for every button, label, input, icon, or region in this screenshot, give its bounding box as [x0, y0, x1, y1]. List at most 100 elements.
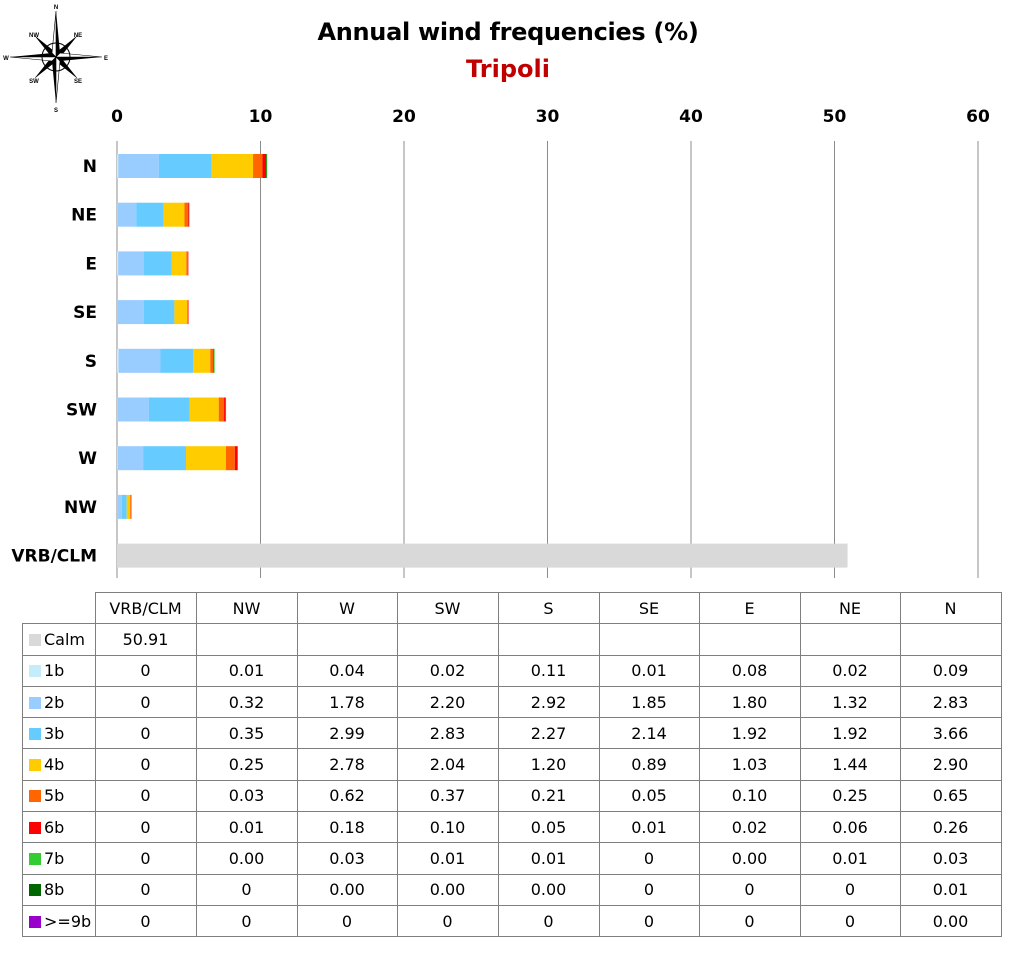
column-header: SE: [598, 591, 700, 625]
row-label: 4b: [22, 748, 96, 781]
legend-swatch-icon: [29, 633, 41, 646]
x-axis-ticks: 0 10 20 30 40 50 60: [111, 107, 990, 127]
table-cell: 0.21: [497, 779, 600, 813]
legend-label: 8b: [44, 880, 65, 900]
table-cell: 0.01: [799, 842, 901, 875]
compass-label-sw: SW: [29, 79, 39, 85]
table-cell: 0.00: [396, 873, 499, 906]
legend-label: 7b: [44, 849, 65, 869]
column-header: E: [698, 591, 801, 625]
category-label: W: [78, 449, 97, 469]
legend-swatch-icon: [29, 853, 41, 866]
row-label: 8b: [22, 873, 96, 906]
table-cell: 1.92: [799, 717, 901, 750]
bar-segment-nw-3b: [121, 494, 127, 519]
table-cell: 0.00: [698, 842, 801, 875]
legend-label: 2b: [44, 692, 65, 712]
table-cell: 0: [698, 873, 801, 906]
table-row: 1b 0 0.01 0.04 0.02 0.11 0.01 0.08 0.02 0.09: [22, 654, 1002, 687]
chart-title: Annual wind frequencies (%): [317, 18, 699, 46]
stacked-bar-chart: 0 10 20 30 40 50 60 N NE E SE S SW W NW VRB/CLM: [11, 107, 990, 578]
table-cell: 0: [799, 904, 901, 938]
table-cell: 0.03: [899, 842, 1002, 875]
bar-segment-n-8b: [266, 154, 268, 178]
row-label: 6b: [22, 811, 96, 844]
table-cell: 0: [94, 748, 197, 781]
bar-segment-n-2b: [118, 154, 159, 178]
table-cell: 0: [94, 654, 197, 687]
table-cell: 0.01: [598, 811, 700, 844]
legend-swatch-icon: [29, 696, 41, 709]
category-label: N: [83, 157, 97, 177]
bar-segment-e-6b: [187, 251, 189, 276]
table-cell: [799, 623, 901, 656]
compass-label-w: W: [3, 56, 9, 62]
table-cell: 0.01: [899, 873, 1002, 906]
table-cell: 1.44: [799, 748, 901, 781]
table-row: 7b 0 0.00 0.03 0.01 0.01 0 0.00 0.01 0.03: [22, 842, 1002, 875]
table-cell: 0.03: [195, 779, 298, 813]
column-header: N: [899, 591, 1002, 625]
bar-segment-se-4b: [174, 300, 188, 325]
compass-label-nw: NW: [29, 33, 39, 39]
legend-label: 6b: [44, 817, 65, 837]
table-cell: 0: [598, 873, 700, 906]
table-cell: 0: [296, 904, 398, 938]
legend-label: 1b: [44, 661, 65, 681]
bar-segment-s-1b: [117, 348, 119, 373]
table-cell: 0.89: [598, 748, 700, 781]
table-cell: 0: [94, 842, 197, 875]
bar-segment-se-2b: [117, 300, 144, 325]
table-cell: 0.10: [396, 811, 499, 844]
compass-label-se: SE: [74, 79, 82, 85]
x-tick-label: 40: [679, 107, 703, 127]
legend-label: >=9b: [44, 911, 92, 931]
table-cell: 0.05: [497, 811, 600, 844]
table-cell: 0.11: [497, 654, 600, 687]
table-cell: 0.05: [598, 779, 700, 813]
bar-segment-se-6b: [187, 300, 189, 325]
bar-segment-n-6b: [262, 154, 267, 178]
legend-swatch-icon: [29, 915, 41, 928]
x-tick-label: 50: [823, 107, 847, 127]
table-cell: 0: [94, 811, 197, 844]
bar-segment-w-3b: [143, 446, 187, 471]
table-row: 4b 0 0.25 2.78 2.04 1.20 0.89 1.03 1.44 2.90: [22, 748, 1002, 781]
bar-segment-n-1b: [117, 154, 119, 178]
compass-label-e: E: [104, 56, 108, 62]
table-cell: 0: [598, 904, 700, 938]
table-cell: 0.01: [195, 654, 298, 687]
table-cell: 0.08: [698, 654, 801, 687]
table-cell: 0.65: [899, 779, 1002, 813]
table-cell: 0: [94, 873, 197, 906]
table-cell: 0.18: [296, 811, 398, 844]
data-table: VRB/CLM NW W SW S SE E NE N Calm 50.91 1b 0 0.01 0.04…: [22, 591, 1002, 938]
x-tick-label: 0: [111, 107, 123, 127]
chart-bars: [117, 154, 848, 568]
bar-segment-w-2b: [117, 446, 144, 471]
category-label: NW: [64, 498, 97, 518]
table-cell: 2.78: [296, 748, 398, 781]
bar-segment-vrb-clm-Calm: [117, 543, 848, 568]
chart-grid: [116, 141, 979, 578]
table-cell: 0.00: [195, 842, 298, 875]
table-cell: 2.99: [296, 717, 398, 750]
table-cell: 0: [396, 904, 499, 938]
table-cell: 0.02: [698, 811, 801, 844]
legend-label: 5b: [44, 786, 65, 806]
table-cell: 0: [497, 904, 600, 938]
x-tick-label: 30: [536, 107, 560, 127]
bar-segment-w-7b: [237, 446, 238, 471]
row-label: 1b: [22, 654, 96, 687]
table-cell: 0: [94, 779, 197, 813]
table-cell: [396, 623, 499, 656]
table-cell: 1.92: [698, 717, 801, 750]
table-cell: [698, 623, 801, 656]
table-cell: 0.25: [195, 748, 298, 781]
bar-segment-nw-5b: [130, 494, 131, 519]
table-cell: 3.66: [899, 717, 1002, 750]
compass-label-n: N: [54, 5, 58, 11]
column-header: S: [497, 591, 600, 625]
category-label: SE: [73, 303, 97, 323]
table-row: 5b 0 0.03 0.62 0.37 0.21 0.05 0.10 0.25 0.65: [22, 779, 1002, 813]
